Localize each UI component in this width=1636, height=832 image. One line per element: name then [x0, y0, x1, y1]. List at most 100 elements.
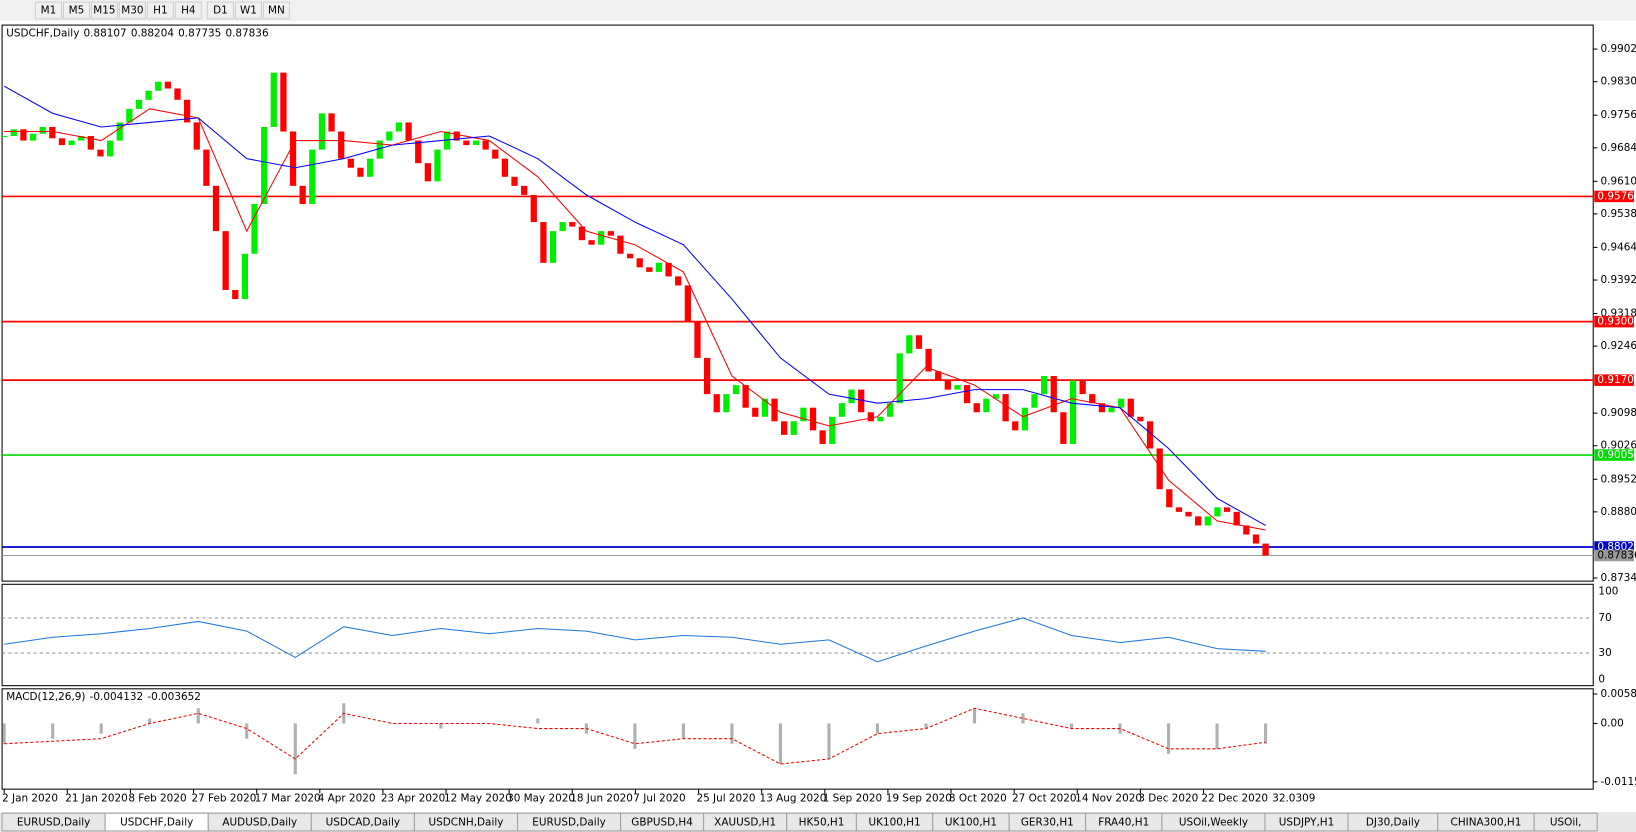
macd-tick-label: 0.00 — [1601, 717, 1624, 729]
candle — [915, 335, 923, 349]
rsi-panel — [1, 583, 1594, 687]
rsi-tick-label: 70 — [1598, 612, 1611, 624]
level-label: 0.90055 — [1597, 449, 1636, 461]
candle — [1002, 394, 1009, 422]
candle — [318, 113, 326, 150]
candle — [1012, 421, 1019, 431]
candle — [1050, 376, 1057, 413]
candle — [944, 380, 951, 390]
macd-bar — [99, 723, 103, 734]
chart-window — [0, 22, 1636, 813]
y-tick-label: 0.97560 — [1601, 109, 1636, 121]
timeframe-button[interactable] — [118, 1, 146, 20]
x-tick-label: 14 Nov 2020 — [1075, 793, 1142, 805]
timeframe-button[interactable] — [62, 1, 91, 20]
level-label-box — [1594, 541, 1634, 553]
x-tick-label: 12 May 2020 — [444, 793, 512, 805]
candle — [289, 131, 297, 186]
timeframe-label: M30 — [121, 4, 143, 16]
tab-label: HK50,H1 — [799, 817, 845, 829]
candle — [463, 140, 470, 146]
y-tick-label: 0.95380 — [1601, 208, 1636, 220]
candle — [1214, 507, 1221, 517]
macd-bar — [1069, 723, 1074, 729]
level-label: 0.91709 — [1597, 374, 1636, 386]
candle — [501, 158, 509, 177]
timeframe-button[interactable] — [206, 1, 235, 20]
candle — [203, 149, 210, 186]
x-tick-label: 25 Jul 2020 — [696, 793, 755, 805]
candle — [1262, 543, 1269, 556]
macd-value: -0.003652 — [147, 691, 201, 703]
macd-bar — [245, 723, 249, 739]
tab-label: EURUSD,Daily — [532, 817, 605, 829]
candle — [405, 122, 412, 141]
candle — [482, 140, 489, 150]
level-label: 0.87836 — [1597, 550, 1636, 562]
candle — [309, 149, 316, 204]
candle — [10, 129, 17, 137]
tab[interactable] — [1533, 812, 1598, 832]
candle — [1, 136, 8, 138]
candle — [1195, 516, 1202, 526]
timeframe-label: MN — [268, 4, 285, 16]
macd-tick-label: -0.011514 — [1601, 776, 1636, 788]
candle — [636, 258, 643, 268]
x-tick-label: 19 Sep 2020 — [886, 793, 952, 805]
timeframe-button[interactable] — [262, 1, 290, 20]
candle — [366, 158, 374, 177]
macd-bar — [293, 723, 297, 775]
timeframe-label: D1 — [213, 4, 228, 16]
candle — [193, 122, 200, 150]
tab-label: USOil,Weekly — [1179, 817, 1248, 829]
candle — [395, 122, 403, 132]
candle — [1041, 376, 1048, 395]
timeframe-label: M15 — [93, 4, 115, 16]
candle — [1127, 398, 1134, 417]
candle — [1069, 380, 1077, 444]
y-tick-label: 0.87340 — [1601, 572, 1636, 584]
candle — [646, 267, 653, 272]
candle — [1060, 412, 1067, 444]
candle — [781, 421, 788, 435]
timeframe-button[interactable] — [90, 1, 119, 20]
level-label-box — [1594, 315, 1634, 328]
timeframe-button[interactable] — [234, 1, 262, 20]
candle — [723, 394, 730, 413]
candle — [703, 357, 711, 395]
macd-bar — [633, 723, 637, 749]
x-tick-label: 22 Dec 2020RSI(14)32.0309 — [1201, 793, 1315, 805]
candle — [212, 185, 220, 232]
macd-bar — [972, 708, 977, 724]
x-tick-label: 8 Feb 2020 — [128, 793, 186, 805]
candle — [328, 113, 335, 132]
candle — [848, 389, 855, 404]
level-label-box — [1594, 374, 1634, 386]
candle — [713, 394, 720, 413]
candle — [68, 140, 75, 146]
ohlc-value: 0.88107 — [84, 27, 127, 39]
tab-label: USDCHF,Daily — [120, 817, 193, 829]
macd-bar — [390, 723, 394, 725]
timeframe-button[interactable] — [174, 1, 202, 20]
candle — [906, 335, 913, 354]
candle — [511, 176, 518, 186]
macd-bar — [1021, 713, 1025, 724]
macd-bar — [681, 723, 685, 739]
tab-label: USOil, — [1550, 817, 1582, 829]
macd-tick-label: 0.005818 — [1601, 688, 1636, 700]
candle — [896, 353, 903, 404]
candle — [954, 385, 961, 390]
candle — [1175, 507, 1183, 512]
candle — [126, 108, 133, 123]
candle — [174, 88, 181, 100]
x-tick-label: 27 Oct 2020 — [1012, 793, 1076, 805]
candle — [569, 222, 576, 227]
candle — [886, 403, 894, 417]
candle — [338, 131, 345, 159]
tab-label: DJ30,Daily — [1366, 817, 1420, 829]
timeframe-button[interactable] — [34, 1, 63, 20]
level-label-box — [1594, 449, 1634, 461]
candle — [376, 140, 383, 159]
timeframe-button[interactable] — [146, 1, 174, 20]
